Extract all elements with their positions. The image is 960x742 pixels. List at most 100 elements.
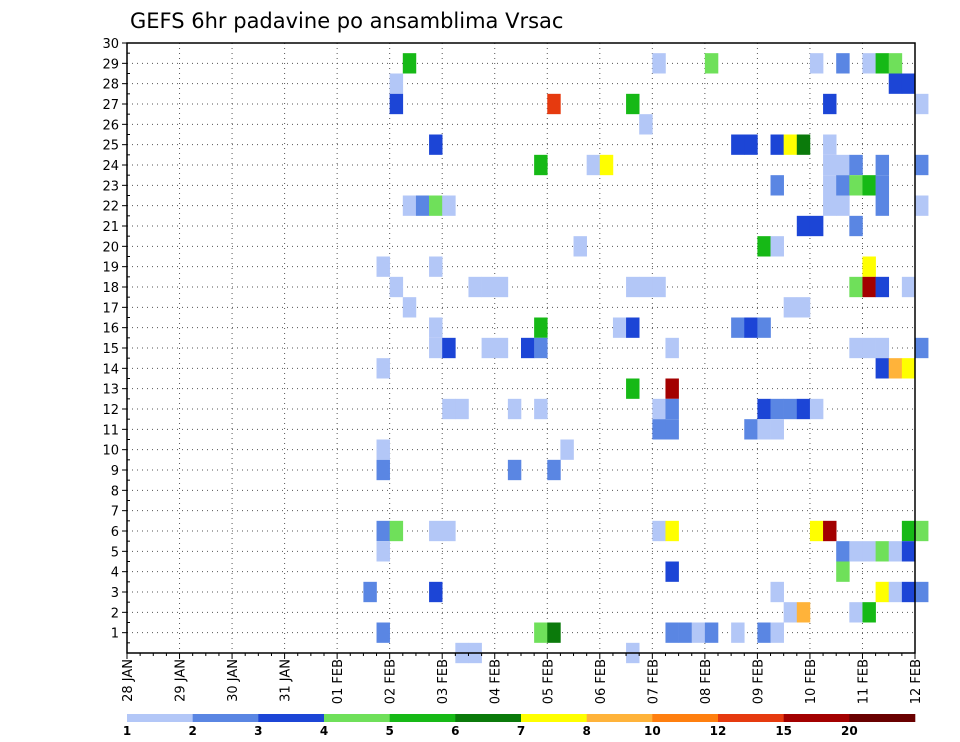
heatmap-cell [796, 398, 811, 420]
y-tick-label: 14 [102, 362, 119, 377]
y-tick-label: 26 [102, 118, 119, 133]
heatmap-cell [534, 398, 548, 420]
x-axis: 28 JAN 29 JAN 30 JAN 31 JAN 01 FEB 02 FEB 03 F… [121, 653, 924, 704]
legend-swatch [849, 714, 916, 722]
heatmap-cell [704, 53, 719, 74]
y-tick-label: 20 [102, 240, 119, 255]
x-tick-label: 06 FEB [594, 659, 609, 704]
heatmap-cell [429, 520, 443, 542]
x-tick-label: 05 FEB [541, 659, 556, 704]
heatmap-cell [429, 317, 443, 338]
heatmap-cell [639, 114, 653, 135]
legend-label: 3 [254, 724, 262, 738]
heatmap-cell [901, 358, 916, 379]
heatmap-cell [757, 236, 771, 257]
heatmap-cell [888, 541, 903, 562]
y-tick-label: 6 [111, 525, 119, 540]
heatmap-cell [836, 53, 850, 74]
x-tick-label: 07 FEB [646, 659, 661, 704]
heatmap-cell [757, 317, 771, 338]
y-tick-label: 28 [102, 78, 119, 93]
heatmap-cell [836, 541, 850, 562]
y-tick-label: 30 [102, 37, 119, 52]
legend-label: 15 [775, 724, 792, 738]
heatmap-cell [534, 154, 548, 176]
heatmap-cell [770, 581, 784, 603]
heatmap-cells [363, 53, 929, 664]
heatmap-cell [507, 459, 522, 481]
heatmap-cell [665, 378, 679, 399]
heatmap-cell [836, 154, 850, 176]
heatmap-cell [809, 520, 824, 542]
x-tick-label: 31 JAN [279, 659, 294, 702]
heatmap-cell [652, 53, 666, 74]
heatmap-cell [862, 256, 876, 277]
heatmap-cell [770, 236, 784, 257]
heatmap-cell [770, 622, 784, 643]
heatmap-cell [915, 195, 929, 216]
heatmap-cell [389, 93, 404, 115]
heatmap-cell [823, 175, 837, 196]
y-tick-label: 25 [102, 139, 119, 154]
heatmap-cell [875, 53, 890, 74]
heatmap-cell [704, 622, 719, 643]
y-tick-label: 24 [102, 159, 119, 174]
heatmap-cell [586, 154, 601, 176]
heatmap-cell [823, 134, 837, 155]
heatmap-cell [639, 276, 653, 298]
heatmap-cell [915, 581, 929, 603]
heatmap-cell [547, 459, 561, 481]
heatmap-cell [415, 195, 430, 216]
heatmap-cell [770, 134, 784, 155]
heatmap-cell [429, 195, 443, 216]
x-tick-label: 02 FEB [384, 659, 399, 704]
y-tick-label: 13 [102, 383, 119, 398]
heatmap-cell [915, 93, 929, 115]
heatmap-cell [494, 276, 509, 298]
heatmap-cell [849, 337, 863, 359]
heatmap-cell [652, 276, 666, 298]
y-tick-label: 1 [111, 627, 119, 642]
x-tick-label: 11 FEB [856, 659, 871, 704]
heatmap-cell [823, 520, 837, 542]
heatmap-cell [652, 419, 666, 440]
heatmap-cell [783, 134, 798, 155]
heatmap-cell [862, 541, 876, 562]
x-tick-label: 04 FEB [489, 659, 504, 704]
heatmap-cell [521, 337, 535, 359]
heatmap-cell [875, 541, 890, 562]
heatmap-cell [429, 256, 443, 277]
heatmap-cell [652, 520, 666, 542]
heatmap-cell [481, 276, 496, 298]
legend-label: 8 [582, 724, 590, 738]
y-tick-label: 17 [102, 301, 119, 316]
heatmap-cell [731, 134, 745, 155]
y-tick-label: 2 [111, 606, 119, 621]
heatmap-cell [901, 581, 916, 603]
heatmap-cell [534, 317, 548, 338]
y-tick-label: 10 [102, 444, 119, 459]
heatmap-cell [862, 53, 876, 74]
legend-label: 10 [644, 724, 661, 738]
heatmap-cell [534, 622, 548, 643]
x-tick-label: 30 JAN [226, 659, 241, 702]
y-tick-label: 3 [111, 586, 119, 601]
heatmap-cell [770, 398, 784, 420]
heatmap-cell [862, 337, 876, 359]
heatmap-cell [665, 398, 679, 420]
heatmap-cell [823, 154, 837, 176]
heatmap-cell [796, 215, 811, 237]
heatmap-cell [770, 175, 784, 196]
heatmap-cell [442, 398, 456, 420]
heatmap-cell [823, 195, 837, 216]
heatmap-cell [862, 175, 876, 196]
y-tick-label: 12 [102, 403, 119, 418]
heatmap-cell [376, 459, 390, 481]
heatmap-cell [389, 73, 404, 94]
heatmap-cell [836, 175, 850, 196]
legend-label: 5 [385, 724, 393, 738]
legend-label: 12 [710, 724, 727, 738]
y-tick-label: 11 [102, 423, 119, 438]
heatmap-cell [875, 358, 890, 379]
